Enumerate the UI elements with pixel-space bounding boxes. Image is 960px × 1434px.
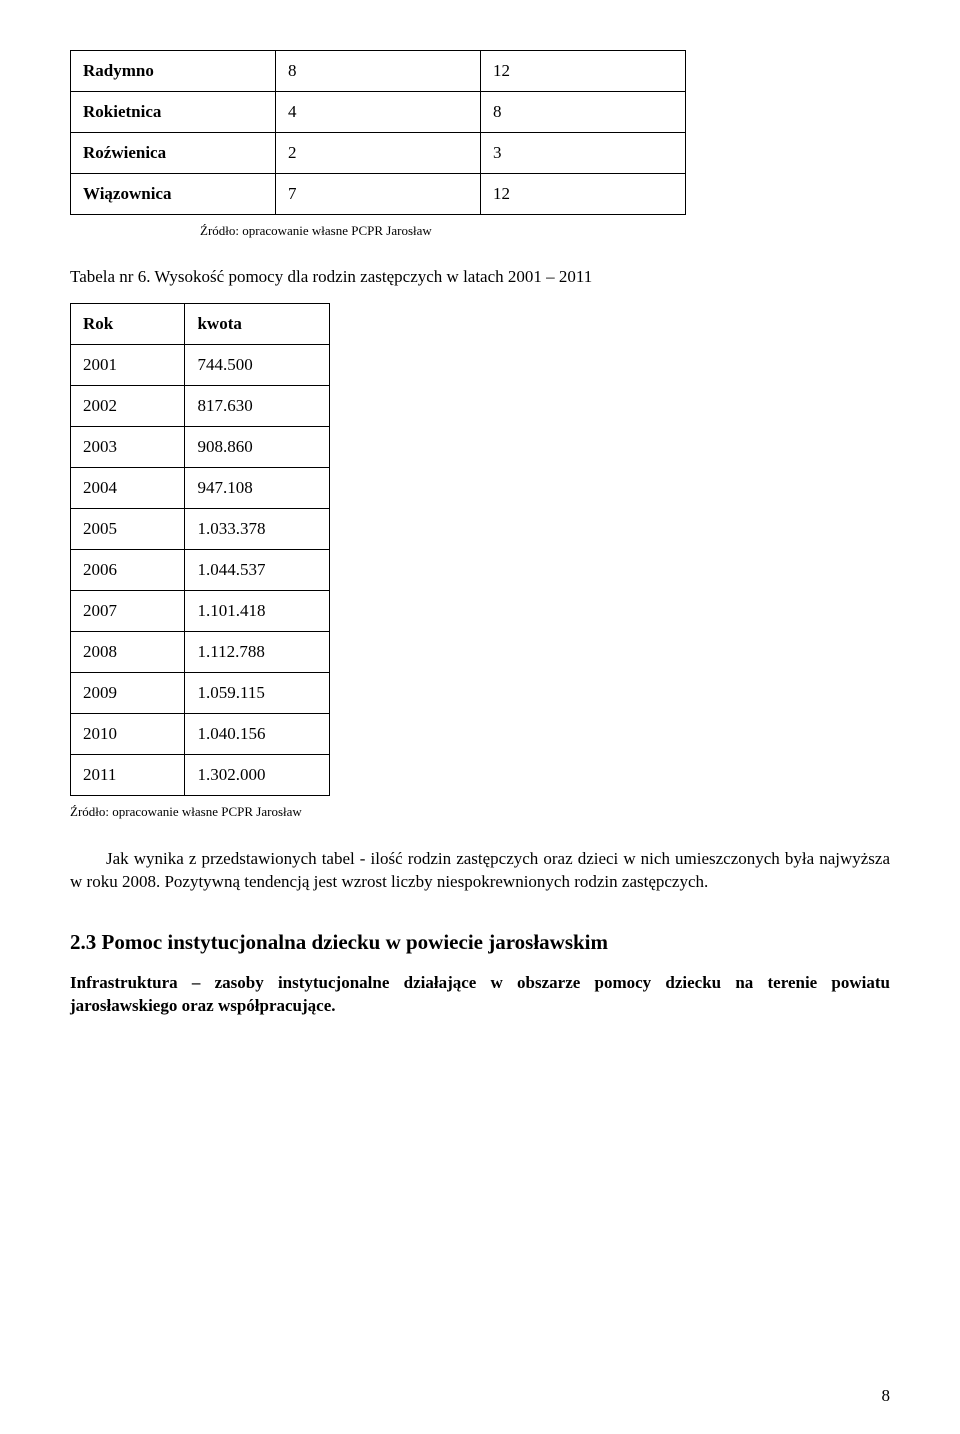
gmina-name: Roźwienica xyxy=(71,133,276,174)
amount-cell: 908.860 xyxy=(185,427,330,468)
amount-cell: 1.033.378 xyxy=(185,509,330,550)
amount-cell: 744.500 xyxy=(185,345,330,386)
amount-cell: 1.302.000 xyxy=(185,755,330,796)
year-cell: 2011 xyxy=(71,755,185,796)
gmina-value: 8 xyxy=(276,51,481,92)
table-row: 20051.033.378 xyxy=(71,509,330,550)
year-cell: 2008 xyxy=(71,632,185,673)
amount-cell: 1.040.156 xyxy=(185,714,330,755)
table-row: 2001744.500 xyxy=(71,345,330,386)
year-cell: 2009 xyxy=(71,673,185,714)
year-cell: 2002 xyxy=(71,386,185,427)
amount-cell: 1.044.537 xyxy=(185,550,330,591)
gmina-name: Radymno xyxy=(71,51,276,92)
year-cell: 2001 xyxy=(71,345,185,386)
amount-cell: 1.112.788 xyxy=(185,632,330,673)
year-cell: 2010 xyxy=(71,714,185,755)
year-cell: 2003 xyxy=(71,427,185,468)
table-row: Radymno812 xyxy=(71,51,686,92)
infrastruktura-text: – zasoby instytucjonalne działające w ob… xyxy=(70,973,890,1015)
table-row: 2004947.108 xyxy=(71,468,330,509)
table-row: 20071.101.418 xyxy=(71,591,330,632)
table2-caption: Tabela nr 6. Wysokość pomocy dla rodzin … xyxy=(70,267,890,287)
table-row: 20101.040.156 xyxy=(71,714,330,755)
gmina-value: 12 xyxy=(481,51,686,92)
table-row: 20091.059.115 xyxy=(71,673,330,714)
amount-cell: 947.108 xyxy=(185,468,330,509)
year-cell: 2004 xyxy=(71,468,185,509)
table-row: 2003908.860 xyxy=(71,427,330,468)
infrastruktura-label: Infrastruktura xyxy=(70,973,178,992)
table-row: 2002817.630 xyxy=(71,386,330,427)
table-row: Rokietnica48 xyxy=(71,92,686,133)
page-number: 8 xyxy=(882,1386,891,1406)
table-gminy: Radymno812Rokietnica48Roźwienica23Wiązow… xyxy=(70,50,686,215)
paragraph-summary: Jak wynika z przedstawionych tabel - ilo… xyxy=(70,848,890,894)
section-2-3-heading: 2.3 Pomoc instytucjonalna dziecku w powi… xyxy=(70,930,890,955)
amount-cell: 817.630 xyxy=(185,386,330,427)
gmina-value: 2 xyxy=(276,133,481,174)
table-row: 20081.112.788 xyxy=(71,632,330,673)
infrastruktura-paragraph: Infrastruktura – zasoby instytucjonalne … xyxy=(70,972,890,1018)
table-row: 20111.302.000 xyxy=(71,755,330,796)
year-cell: 2006 xyxy=(71,550,185,591)
year-cell: 2007 xyxy=(71,591,185,632)
table1-source: Źródło: opracowanie własne PCPR Jarosław xyxy=(200,223,890,239)
table-row: Roźwienica23 xyxy=(71,133,686,174)
gmina-value: 8 xyxy=(481,92,686,133)
table2-source: Źródło: opracowanie własne PCPR Jarosław xyxy=(70,804,890,820)
amount-cell: 1.059.115 xyxy=(185,673,330,714)
gmina-value: 4 xyxy=(276,92,481,133)
gmina-value: 12 xyxy=(481,174,686,215)
gmina-name: Rokietnica xyxy=(71,92,276,133)
table2-header-kwota: kwota xyxy=(185,304,330,345)
table-kwoty: Rok kwota 2001744.5002002817.6302003908.… xyxy=(70,303,330,796)
amount-cell: 1.101.418 xyxy=(185,591,330,632)
table-row: Wiązownica712 xyxy=(71,174,686,215)
gmina-value: 7 xyxy=(276,174,481,215)
table-row: 20061.044.537 xyxy=(71,550,330,591)
gmina-value: 3 xyxy=(481,133,686,174)
year-cell: 2005 xyxy=(71,509,185,550)
gmina-name: Wiązownica xyxy=(71,174,276,215)
table2-header-rok: Rok xyxy=(71,304,185,345)
